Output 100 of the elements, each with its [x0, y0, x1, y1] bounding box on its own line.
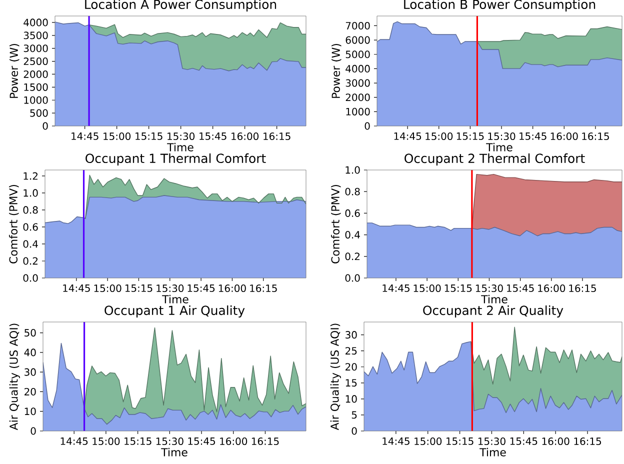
x-tick-label: 16:00: [542, 438, 570, 446]
y-tick-label: 25: [346, 347, 357, 355]
x-tick-label: 15:30: [156, 284, 184, 292]
x-tick-label: 14:45: [382, 438, 410, 445]
chart-title: Occupant 1 Air Quality: [104, 305, 245, 318]
x-tick-label: 15:45: [188, 284, 215, 292]
x-tick-label: 15:00: [414, 438, 442, 446]
x-tick-label: 15:45: [510, 438, 538, 445]
x-tick-label: 16:00: [232, 132, 259, 140]
y-tick-label: 1000: [346, 108, 370, 116]
x-tick-label: 14:45: [394, 132, 422, 140]
y-tick-label: 0: [30, 427, 36, 435]
x-tick-label: 15:45: [188, 438, 215, 445]
y-tick-label: 10: [24, 408, 36, 416]
x-tick-label: 16:00: [550, 132, 578, 140]
x-tick-label: 15:30: [478, 438, 506, 446]
y-tick-label: 7000: [346, 22, 370, 30]
x-tick-label: 16:15: [252, 438, 279, 446]
x-tick-label: 15:15: [444, 284, 472, 292]
y-tick-label: 0.6: [345, 209, 360, 217]
y-tick-label: 30: [24, 368, 36, 376]
x-tick-label: 15:30: [168, 132, 195, 140]
x-tick-label: 15:15: [124, 438, 152, 445]
y-tick-label: 10: [346, 395, 357, 403]
y-tick-label: 20: [346, 363, 357, 371]
x-tick-label: 16:15: [582, 132, 609, 140]
y-tick-label: 6000: [346, 36, 370, 44]
chart-title: Occupant 1 Thermal Comfort: [86, 153, 266, 166]
x-tick-label: 15:45: [200, 132, 226, 140]
y-tick-label: 4000: [346, 64, 370, 72]
x-tick-label: 14:45: [60, 438, 88, 445]
y-tick-label: 1.0: [24, 189, 38, 197]
y-tick-label: 0.6: [23, 223, 38, 231]
x-tick-label: 15:00: [414, 284, 441, 292]
x-tick-label: 15:00: [92, 438, 120, 446]
x-tick-label: 15:15: [125, 284, 152, 292]
y-tick-label: 0.0: [23, 274, 38, 282]
y-axis-title: Power (W): [332, 44, 342, 98]
x-tick-label: 16:15: [250, 284, 277, 292]
y-tick-label: 0: [352, 427, 357, 435]
y-tick-label: 4000: [24, 18, 48, 26]
x-tick-label: 16:15: [569, 284, 596, 292]
y-axis-title: Air Quality (US AQI): [9, 324, 20, 430]
chart-title: Occupant 2 Air Quality: [423, 305, 564, 318]
y-axis-title: Comfort (PMV): [331, 184, 341, 264]
x-tick-label: 15:15: [446, 438, 474, 445]
x-axis-title: Time: [481, 294, 508, 304]
y-axis-title: Power (W): [10, 44, 20, 98]
x-tick-label: 15:00: [94, 284, 122, 292]
y-tick-label: 0.8: [345, 188, 360, 196]
x-tick-label: 15:15: [456, 132, 484, 140]
y-tick-label: 3000: [346, 79, 370, 87]
y-tick-label: 1.0: [346, 166, 360, 174]
y-tick-label: 1500: [24, 83, 48, 91]
x-tick-label: 16:00: [220, 438, 248, 446]
y-tick-label: 500: [30, 109, 48, 117]
x-tick-label: 14:45: [63, 284, 90, 292]
y-axis-title: Air Quality (US AQI): [330, 324, 341, 430]
y-tick-label: 30: [346, 331, 357, 339]
y-tick-label: 2000: [346, 94, 370, 102]
x-tick-label: 15:30: [488, 132, 516, 140]
y-tick-label: 5: [352, 411, 357, 419]
y-tick-label: 0.2: [23, 257, 38, 265]
x-axis-title: Time: [480, 448, 506, 456]
y-tick-label: 2000: [24, 70, 48, 78]
y-tick-label: 15: [346, 379, 357, 387]
x-tick-label: 15:45: [507, 284, 534, 292]
y-tick-label: 0.2: [345, 252, 360, 260]
y-tick-label: 0.8: [23, 206, 38, 214]
y-tick-label: 3000: [24, 44, 48, 52]
y-tick-label: 1000: [24, 96, 48, 104]
x-axis-title: Time: [161, 448, 188, 456]
y-axis-title: Comfort (PMV): [9, 184, 19, 264]
x-tick-label: 14:45: [382, 284, 410, 292]
x-tick-label: 15:30: [156, 438, 184, 446]
x-axis-title: Time: [162, 294, 188, 304]
y-tick-label: 0.4: [23, 240, 38, 248]
y-tick-label: 50: [24, 329, 36, 337]
y-tick-label: 0: [364, 122, 370, 130]
x-tick-label: 15:00: [426, 132, 453, 140]
x-axis-title: Time: [486, 142, 512, 152]
y-tick-label: 1.2: [24, 172, 38, 180]
y-tick-label: 5000: [346, 50, 370, 58]
x-tick-label: 15:00: [104, 132, 131, 140]
y-tick-label: 0.0: [345, 274, 360, 282]
x-tick-label: 15:45: [520, 132, 546, 140]
y-tick-label: 0: [42, 122, 48, 130]
x-tick-label: 16:15: [264, 132, 290, 140]
y-tick-label: 20: [24, 388, 36, 396]
chart-title: Occupant 2 Thermal Comfort: [404, 153, 585, 166]
x-tick-label: 16:00: [218, 284, 246, 292]
x-tick-label: 14:45: [72, 132, 98, 140]
y-tick-label: 40: [24, 348, 36, 356]
y-tick-label: 2500: [24, 58, 48, 66]
y-tick-label: 0.4: [345, 231, 360, 239]
x-tick-label: 15:15: [136, 132, 162, 140]
x-tick-label: 15:30: [476, 284, 503, 292]
x-axis-title: Time: [167, 142, 194, 152]
x-tick-label: 16:00: [538, 284, 566, 292]
x-tick-label: 16:15: [574, 438, 601, 446]
